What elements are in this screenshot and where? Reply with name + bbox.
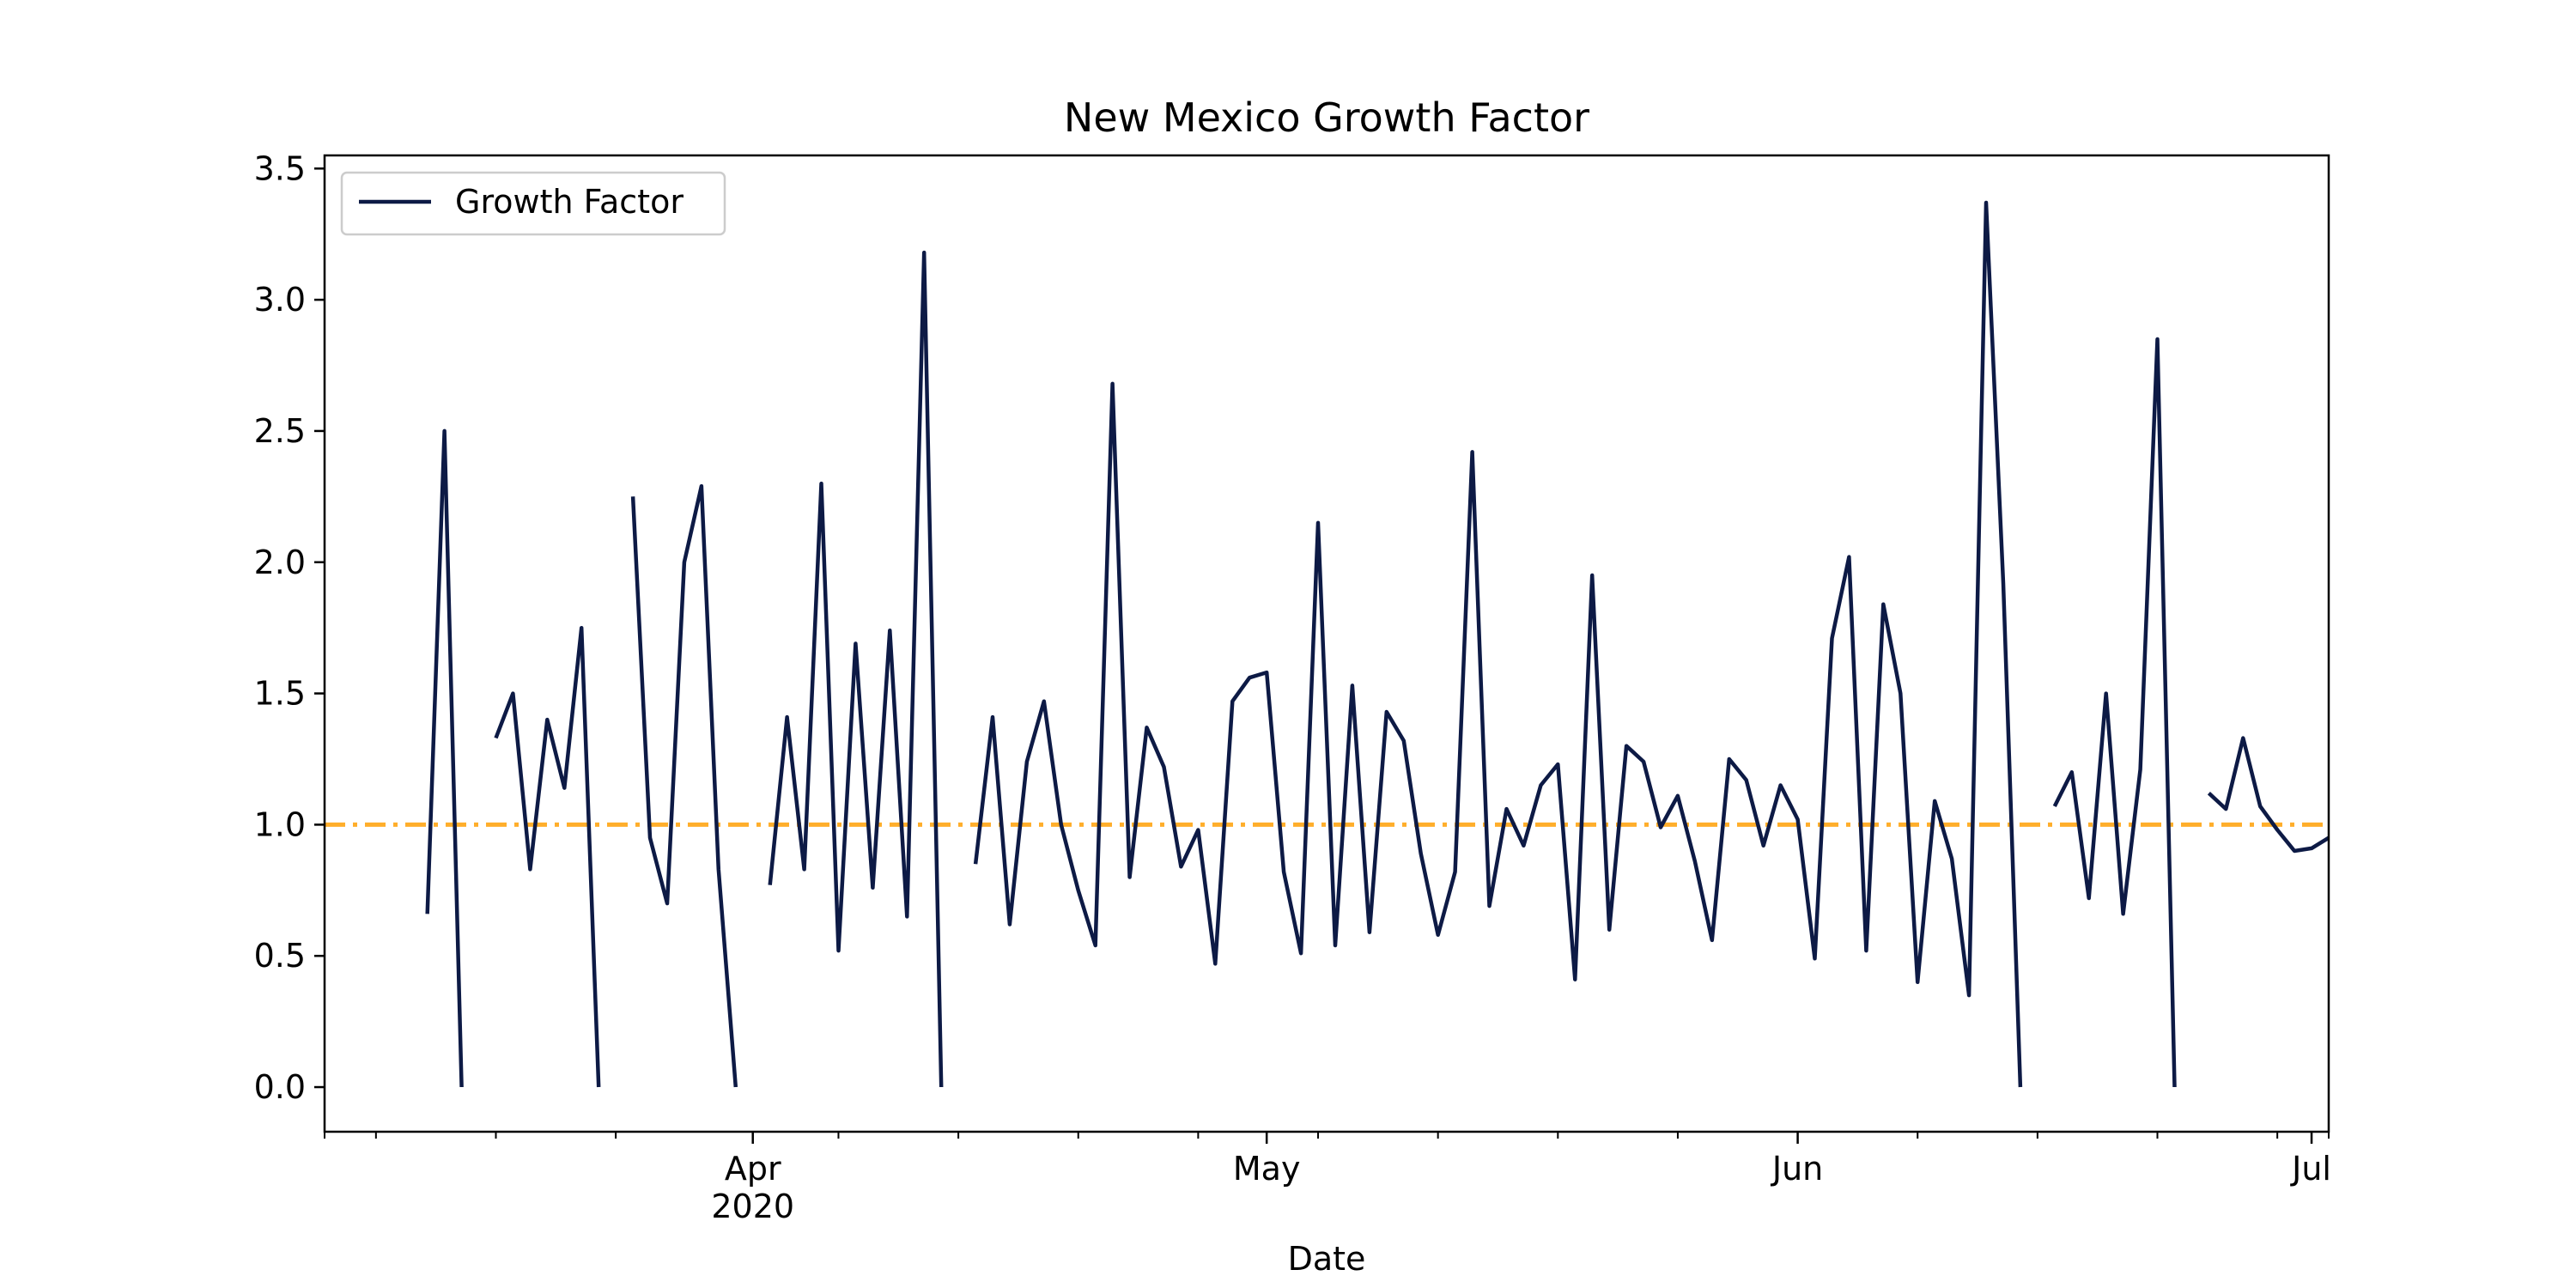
series-line-segment: [425, 428, 464, 1088]
legend-box: [340, 171, 726, 236]
chart-title: New Mexico Growth Factor: [1064, 94, 1589, 141]
y-tick-label: 3.5: [254, 149, 306, 187]
plot-frame: [323, 154, 2330, 1133]
x-axis-label: Date: [1288, 1240, 1366, 1278]
legend: Growth Factor: [340, 171, 726, 236]
y-tick-label: 2.5: [254, 412, 306, 450]
y-axis: 0.0 0.5 1.0 1.5 2.0 2.5 3.0 3.5: [254, 149, 325, 1106]
series-line-segment: [630, 483, 738, 1088]
y-tick-label: 3.0: [254, 281, 306, 319]
x-tick-label: Jul: [2290, 1150, 2331, 1188]
y-tick-label: 1.0: [254, 805, 306, 843]
x-tick-label: May: [1233, 1150, 1301, 1188]
legend-label-growth-factor: Growth Factor: [455, 183, 683, 221]
series-line-segment: [2052, 337, 2177, 1088]
x-tick-label: Apr: [725, 1150, 781, 1188]
y-tick-label: 0.0: [254, 1068, 306, 1106]
y-tick-label: 2.0: [254, 544, 306, 581]
series-line-segment: [494, 625, 601, 1088]
series-line-segment: [768, 250, 944, 1088]
x-tick-label: Jun: [1771, 1150, 1823, 1188]
x-tick-sublabel: 2020: [711, 1188, 794, 1225]
y-tick-label: 1.5: [254, 675, 306, 713]
series-line-segment: [973, 200, 2023, 1088]
series-line-segment: [2207, 736, 2330, 854]
y-tick-label: 0.5: [254, 937, 306, 975]
series-layer: [425, 200, 2330, 1088]
